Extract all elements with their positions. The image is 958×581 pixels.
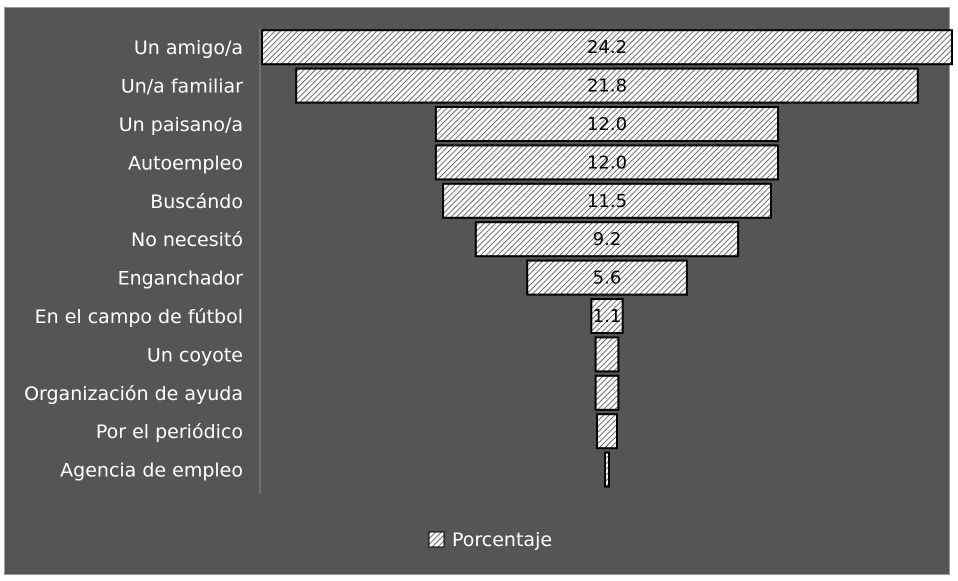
category-label: Un amigo/a [134,37,243,59]
data-label: 12.0 [587,114,627,135]
category-label: Un/a familiar [121,76,243,98]
category-label: Autoempleo [128,152,243,174]
bar [526,259,688,296]
legend-swatch [428,531,445,548]
category-label: Por el periódico [96,421,243,443]
category-label: Organización de ayuda [24,383,243,405]
bar [604,451,610,488]
category-label: Un coyote [147,344,243,366]
category-label: Agencia de empleo [60,460,243,482]
data-label: 9.2 [593,229,622,250]
bar [596,413,618,450]
data-label: 12.0 [587,152,627,173]
legend-label: Porcentaje [452,529,552,551]
bar [434,106,779,142]
bar [594,336,620,373]
category-label: En el campo de fútbol [35,306,243,328]
data-label: 24.2 [587,37,627,58]
bar [474,221,740,258]
data-label: 21.8 [587,76,627,97]
bars-group: 24.2 21.8 12.0 12.0 11.5 9.2 5.6 1.1 [261,29,953,488]
category-labels-group: Un amigo/a Un/a familiar Un paisano/a Autoe… [24,37,243,481]
category-label: Enganchador [118,268,244,290]
category-label: No necesitó [131,229,243,251]
data-label: 5.6 [593,268,622,289]
bar [594,374,620,411]
data-label: 11.5 [587,191,627,212]
bar [442,182,772,219]
bar [590,298,624,334]
category-label: Buscándo [150,191,243,213]
bar [434,144,779,181]
data-label: 1.1 [593,306,622,327]
legend: Porcentaje [428,529,552,551]
bar [261,29,953,66]
category-label: Un paisano/a [119,114,243,136]
bar [295,67,919,104]
